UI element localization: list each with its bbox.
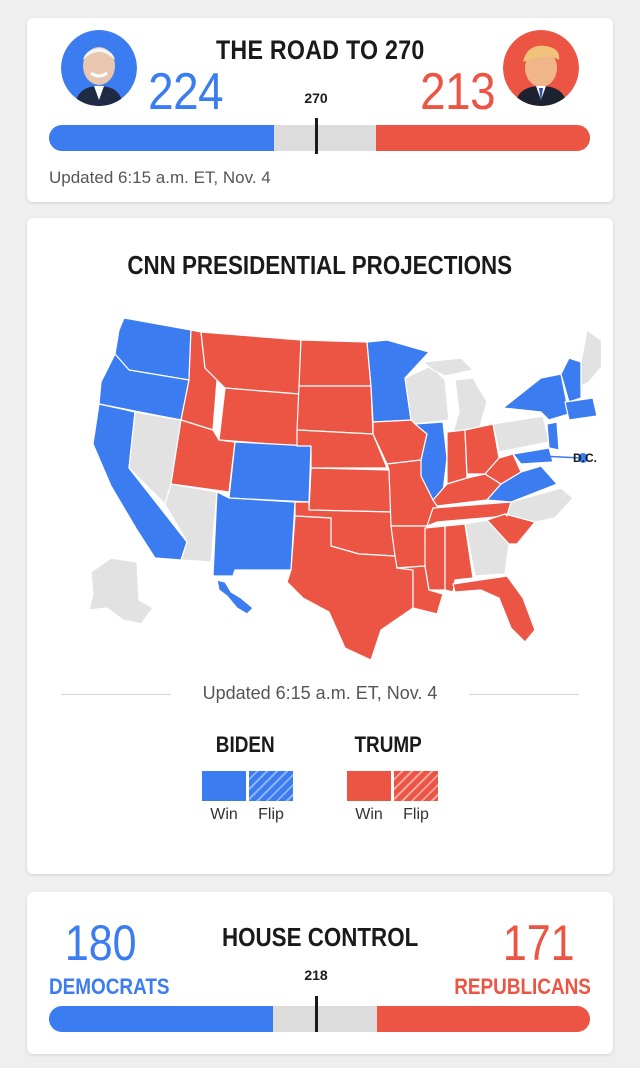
state-maryland bbox=[512, 447, 554, 465]
biden-avatar bbox=[61, 30, 137, 106]
biden-win-swatch bbox=[202, 771, 246, 801]
state-kansas bbox=[308, 467, 392, 513]
projections-title: CNN PRESIDENTIAL PROJECTIONS bbox=[127, 250, 513, 280]
biden-flip-swatch bbox=[249, 771, 293, 801]
state-massachusetts-ct-ri bbox=[564, 397, 598, 421]
republicans-label: REPUBLICANS bbox=[454, 974, 591, 999]
state-florida bbox=[452, 575, 536, 643]
trump-flip-swatch bbox=[394, 771, 438, 801]
road-title: THE ROAD TO 270 bbox=[215, 35, 425, 65]
state-wyoming bbox=[218, 387, 300, 447]
state-maine bbox=[580, 329, 601, 387]
state-north-carolina bbox=[504, 487, 574, 523]
state-new-jersey bbox=[546, 421, 560, 451]
updated-divider-right bbox=[469, 694, 579, 695]
trump-avatar bbox=[503, 30, 579, 106]
state-south-dakota bbox=[296, 385, 374, 435]
road-to-270-card[interactable]: THE ROAD TO 270 224 213 270 Updated 6:15… bbox=[27, 18, 613, 202]
state-south-carolina bbox=[486, 513, 536, 545]
democrat-seats: 180 bbox=[64, 915, 137, 971]
trump-flip-label: Flip bbox=[403, 806, 429, 823]
state-mississippi bbox=[424, 525, 446, 591]
threshold-label: 270 bbox=[304, 90, 328, 106]
state-alaska bbox=[88, 557, 154, 625]
republican-seats: 171 bbox=[502, 915, 575, 971]
presidential-projections-card[interactable]: CNN PRESIDENTIAL PROJECTIONS bbox=[27, 218, 613, 874]
state-michigan-up bbox=[422, 357, 474, 377]
house-control-card[interactable]: 180 171 HOUSE CONTROL DEMOCRATS REPUBLIC… bbox=[27, 892, 613, 1054]
dc-marker bbox=[578, 453, 588, 463]
electoral-vote-bar bbox=[49, 125, 590, 151]
house-seat-bar bbox=[49, 1006, 590, 1032]
house-title: HOUSE CONTROL bbox=[221, 922, 419, 952]
state-west-virginia bbox=[484, 453, 522, 485]
road-updated-text: Updated 6:15 a.m. ET, Nov. 4 bbox=[49, 168, 271, 187]
state-arkansas bbox=[390, 525, 428, 569]
state-hawaii bbox=[216, 579, 254, 615]
state-north-dakota bbox=[298, 339, 372, 387]
state-texas bbox=[286, 515, 414, 661]
dc-label: D.C. bbox=[573, 451, 597, 465]
trump-win-swatch bbox=[347, 771, 391, 801]
updated-divider-left bbox=[61, 694, 171, 695]
state-colorado bbox=[228, 441, 312, 503]
state-georgia bbox=[464, 519, 510, 577]
legend-trump-name: TRUMP bbox=[354, 732, 422, 757]
house-threshold-marker bbox=[315, 996, 318, 1032]
republican-bar-fill bbox=[377, 1006, 590, 1032]
biden-flip-label: Flip bbox=[258, 806, 284, 823]
house-threshold-label: 218 bbox=[304, 967, 328, 983]
state-indiana bbox=[446, 429, 468, 485]
biden-electoral-votes: 224 bbox=[148, 63, 224, 121]
state-new-york bbox=[502, 373, 570, 421]
threshold-marker bbox=[315, 118, 318, 154]
state-michigan bbox=[452, 377, 488, 433]
state-new-mexico bbox=[212, 491, 296, 577]
democrat-bar-fill bbox=[49, 1006, 273, 1032]
democrats-label: DEMOCRATS bbox=[49, 974, 170, 999]
trump-win-label: Win bbox=[355, 806, 383, 823]
trump-electoral-votes: 213 bbox=[420, 63, 496, 121]
projections-updated-text: Updated 6:15 a.m. ET, Nov. 4 bbox=[202, 683, 438, 703]
legend-biden-name: BIDEN bbox=[215, 732, 275, 757]
biden-win-label: Win bbox=[210, 806, 238, 823]
biden-bar-fill bbox=[49, 125, 275, 151]
trump-bar-fill bbox=[375, 125, 590, 151]
state-pennsylvania bbox=[492, 415, 550, 453]
us-election-map[interactable]: D.C. bbox=[41, 308, 601, 668]
